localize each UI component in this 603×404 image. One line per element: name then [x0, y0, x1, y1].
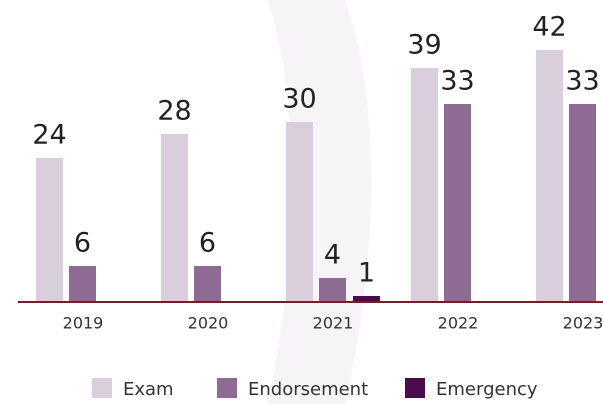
bar: [536, 50, 563, 302]
background-band: [268, 0, 372, 404]
x-tick-label: 2021: [313, 314, 354, 333]
data-label: 4: [324, 240, 341, 271]
bar: [194, 266, 221, 302]
bar: [161, 134, 188, 302]
bar: [319, 278, 346, 302]
x-tick-label: 2023: [563, 314, 603, 333]
data-label: 1: [358, 258, 375, 289]
x-tick-label: 2022: [438, 314, 479, 333]
legend-swatch: [217, 378, 237, 398]
bar: [444, 104, 471, 302]
legend-label: Emergency: [436, 379, 538, 400]
data-label: 33: [565, 66, 599, 97]
legend-swatch: [92, 378, 112, 398]
data-label: 24: [32, 120, 66, 151]
data-label: 6: [199, 228, 216, 259]
x-tick-label: 2020: [188, 314, 229, 333]
bar: [36, 158, 63, 302]
legend-swatch: [405, 378, 425, 398]
legend-label: Exam: [123, 379, 174, 400]
data-label: 42: [532, 12, 566, 43]
bar: [569, 104, 596, 302]
bar: [286, 122, 313, 302]
x-tick-label: 2019: [63, 314, 104, 333]
data-label: 39: [407, 30, 441, 61]
data-label: 33: [440, 66, 474, 97]
data-label: 28: [157, 96, 191, 127]
bar: [353, 296, 380, 302]
legend-label: Endorsement: [248, 379, 368, 400]
bar: [411, 68, 438, 302]
data-label: 30: [282, 84, 316, 115]
data-label: 6: [74, 228, 91, 259]
bar: [69, 266, 96, 302]
